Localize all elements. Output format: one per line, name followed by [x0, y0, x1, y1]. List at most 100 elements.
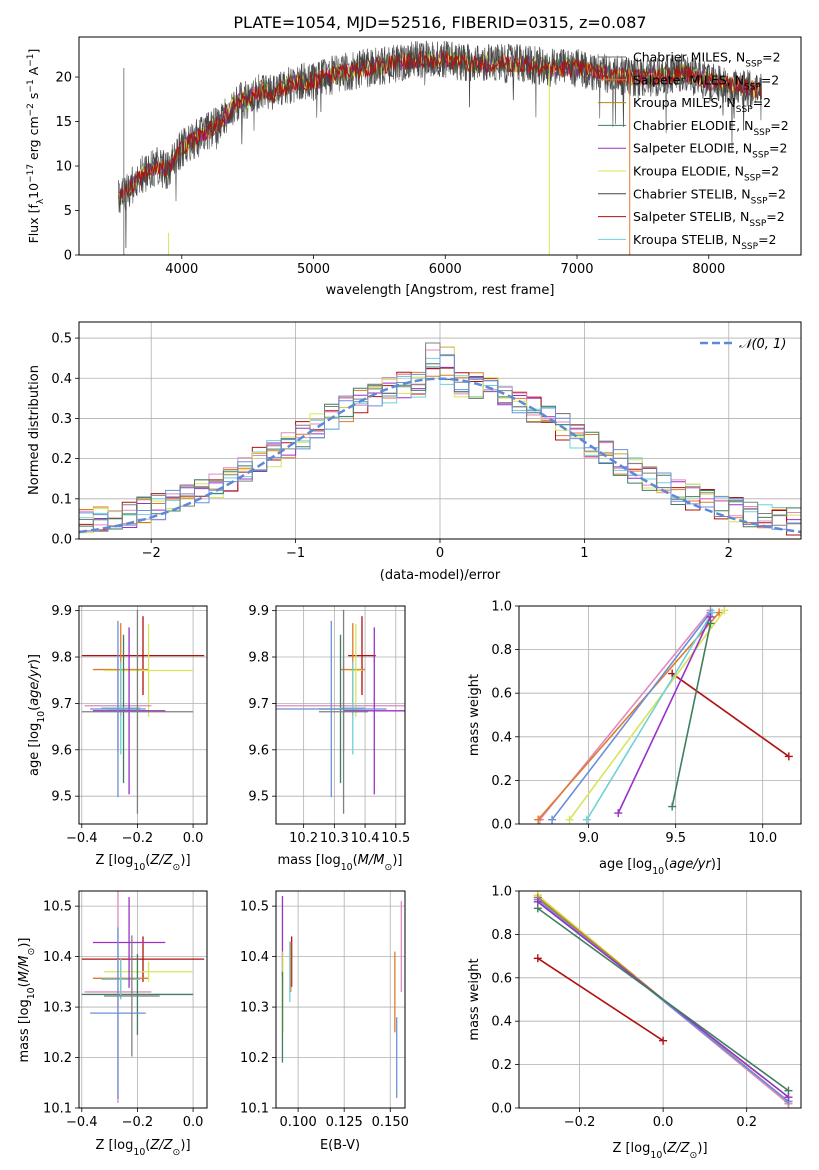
x-axis-label: (data-model)/error: [380, 568, 501, 583]
weight-line: [586, 612, 713, 821]
x-tick-label: −0.4: [66, 1115, 98, 1130]
x-tick-label: −2: [142, 546, 161, 561]
x-tick-label: 5000: [297, 262, 330, 277]
x-tick-label: −0.2: [122, 1115, 154, 1130]
x-tick-label: 2: [725, 546, 733, 561]
y-tick-label: 9.9: [248, 604, 269, 619]
y-tick-label: 20: [55, 71, 72, 86]
axes-frame: [78, 605, 208, 825]
errorbars: [81, 891, 205, 1103]
plus-marker: [582, 815, 591, 824]
x-tick-label: 0.150: [372, 1115, 409, 1130]
x-tick-label: 10.4: [351, 831, 380, 846]
legend-entry: Kroupa MILES, NSSP=2: [633, 95, 771, 115]
axes-frame: [518, 605, 802, 825]
plus-marker: [659, 1036, 668, 1045]
errorbars: [81, 609, 205, 814]
x-axis-label: Z [log10(Z/Z⊙)]: [95, 853, 190, 873]
y-axis-label: mass weight: [467, 958, 482, 1040]
spectrum-axes: 4000 5000 6000 7000 8000 0 5 10 15 20 Chabrier MIL…: [26, 36, 802, 298]
x-tick-label: 10.0: [748, 831, 777, 846]
y-tick-label: 0.4: [491, 1015, 512, 1030]
plus-marker: [533, 954, 542, 963]
y-tick-label: 10.2: [43, 1051, 72, 1066]
y-tick-label: 9.7: [51, 697, 72, 712]
axes-frame: [78, 890, 208, 1109]
x-tick-label: 0.0: [183, 1115, 204, 1130]
y-tick-label: 0.0: [491, 818, 512, 833]
axes-frame: [518, 890, 802, 1109]
y-tick-label: 0.2: [491, 774, 512, 789]
x-tick-label: −0.2: [564, 1115, 596, 1130]
y-tick-label: 9.8: [248, 651, 269, 666]
axes-frame: [275, 605, 406, 825]
weight-line: [551, 612, 712, 821]
mass-vs-age-axes: 10.2 10.3 10.4 10.5 9.5 9.6 9.7 9.8 9.9 mass [log…: [248, 604, 410, 873]
y-axis-label: age [log10(age/yr)]: [27, 654, 47, 776]
y-tick-label: 10.1: [43, 1102, 72, 1117]
x-axis-label: E(B-V): [320, 1138, 360, 1153]
weight-line: [671, 672, 790, 758]
y-tick-label: 9.7: [248, 697, 269, 712]
histogram-steps: [79, 363, 801, 528]
plus-marker: [668, 802, 677, 811]
x-tick-label: 0.100: [280, 1115, 317, 1130]
y-tick-label: 10.3: [240, 1001, 269, 1016]
axes-frame: [78, 36, 802, 256]
y-tick-label: 0.2: [491, 1058, 512, 1073]
weight-line: [617, 616, 712, 814]
y-axis-label: Flux [fλ10−17 erg cm−2 s−1 A−1]: [26, 49, 46, 244]
weight-line: [537, 612, 720, 821]
x-tick-label: 9.5: [665, 831, 686, 846]
y-tick-label: 0.2: [51, 452, 72, 467]
histogram-steps: [79, 354, 801, 530]
legend-entry: Salpeter STELIB, NSSP=2: [633, 209, 785, 229]
y-tick-label: 9.8: [51, 651, 72, 666]
y-tick-label: 15: [55, 115, 72, 130]
x-tick-label: 10.2: [289, 831, 318, 846]
x-tick-label: 10.3: [320, 831, 349, 846]
plus-marker: [533, 904, 542, 913]
y-tick-label: 10: [55, 160, 72, 175]
x-tick-label: −1: [286, 546, 305, 561]
plus-marker: [784, 1086, 793, 1095]
z-vs-weight-axes: −0.2 0.0 0.2 0.0 0.2 0.4 0.6 0.8 1.0 Z [log10(Z/Z…: [467, 885, 802, 1161]
errorbars: [276, 609, 405, 814]
y-tick-label: 9.6: [248, 743, 269, 758]
x-axis-label: Z [log10(Z/Z⊙)]: [95, 1138, 190, 1158]
y-axis-label: Normed distribution: [27, 365, 42, 495]
y-tick-label: 0: [64, 249, 72, 264]
y-tick-label: 0.5: [51, 332, 72, 347]
x-axis-label: wavelength [Angstrom, rest frame]: [326, 283, 555, 298]
y-tick-label: 9.9: [51, 604, 72, 619]
plus-marker: [708, 608, 717, 617]
axes-frame: [275, 890, 406, 1109]
y-tick-label: 10.4: [240, 950, 269, 965]
y-tick-label: 10.4: [43, 950, 72, 965]
ebv-vs-mass-axes: 0.100 0.125 0.150 10.1 10.2 10.3 10.4 10.5 E(B-V…: [240, 890, 409, 1153]
legend-entry: Kroupa STELIB, NSSP=2: [633, 232, 777, 252]
y-tick-label: 9.5: [51, 790, 72, 805]
y-tick-label: 9.6: [51, 743, 72, 758]
y-tick-label: 0.8: [491, 928, 512, 943]
y-tick-label: 10.3: [43, 1001, 72, 1016]
x-tick-label: 0.0: [183, 831, 204, 846]
weight-line: [671, 623, 712, 807]
y-axis-label: mass weight: [467, 674, 482, 756]
weight-line: [537, 899, 789, 1103]
spectrum-line: [118, 50, 762, 200]
x-tick-label: 7000: [560, 262, 593, 277]
gaussian-curve: [79, 377, 801, 534]
x-tick-label: 9.0: [578, 831, 599, 846]
y-tick-label: 0.6: [491, 971, 512, 986]
weight-lines: [534, 606, 793, 824]
y-axis-label: mass [log10(M/M⊙)]: [17, 938, 37, 1063]
histogram-steps: [79, 342, 801, 532]
weight-line: [537, 957, 664, 1042]
x-axis-label: mass [log10(M/M⊙)]: [278, 853, 403, 873]
x-tick-label: 0.2: [736, 1115, 757, 1130]
residual-axes: −2 −1 0 1 2 0.0 0.1 0.2 0.3 0.4 0.5 𝒩(0, 1) (data-mo…: [27, 321, 802, 583]
spectrum-line: [118, 40, 762, 249]
histograms: [79, 342, 801, 536]
